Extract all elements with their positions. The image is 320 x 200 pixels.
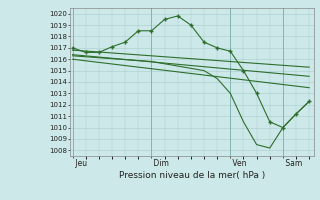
X-axis label: Pression niveau de la mer( hPa ): Pression niveau de la mer( hPa ) xyxy=(119,171,265,180)
